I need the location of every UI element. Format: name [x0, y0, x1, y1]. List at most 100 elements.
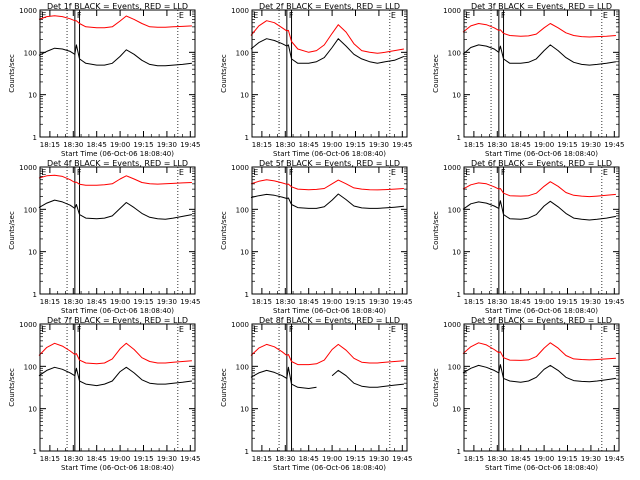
events-series-line [250, 38, 405, 64]
y-tick-label: 10 [452, 249, 461, 257]
lld-series-line [38, 342, 192, 365]
x-tick-label: 19:45 [604, 141, 624, 149]
x-tick-label: 19:45 [392, 455, 412, 463]
x-tick-label: 18:45 [299, 298, 319, 306]
chart-panel-7: Det 7f BLACK = Events, RED = LLD Counts/s… [8, 316, 200, 472]
period-marker-label: F [289, 11, 294, 20]
chart-title: Det 2f BLACK = Events, RED = LLD [259, 2, 400, 11]
flare-interval-box [74, 323, 81, 452]
x-axis-label: Start Time (06-Oct-06 18:08:40) [61, 464, 174, 472]
x-tick-label: 18:30 [487, 141, 507, 149]
y-axis-label: Counts/sec [8, 211, 16, 250]
events-series-line [250, 193, 404, 209]
x-tick-label: 18:30 [487, 298, 507, 306]
chart-panel-4: Det 4f BLACK = Events, RED = LLD Counts/s… [8, 159, 200, 315]
y-tick-label: 1000 [443, 7, 461, 15]
lld-series-line [38, 174, 192, 186]
x-tick-label: 19:30 [581, 455, 601, 463]
x-tick-label: 19:45 [180, 141, 200, 149]
y-axis-label: Counts/sec [8, 54, 16, 93]
x-tick-label: 18:45 [87, 455, 107, 463]
chart-title: Det 5f BLACK = Events, RED = LLD [259, 159, 400, 168]
chart-panel-3: Det 3f BLACK = Events, RED = LLD Counts/s… [432, 2, 624, 158]
period-marker-label: E [179, 11, 184, 20]
x-tick-label: 19:15 [133, 455, 153, 463]
x-tick-label: 18:15 [464, 455, 484, 463]
x-tick-label: 19:00 [110, 455, 130, 463]
x-tick-label: 18:30 [487, 455, 507, 463]
period-marker-label: E [391, 11, 396, 20]
y-axis-label: Counts/sec [8, 368, 16, 407]
y-tick-label: 1 [457, 134, 461, 142]
x-tick-label: 18:15 [252, 455, 272, 463]
y-tick-label: 100 [24, 206, 37, 214]
y-tick-label: 1000 [19, 7, 37, 15]
y-tick-label: 1000 [231, 7, 249, 15]
period-marker-label: E [603, 325, 608, 334]
period-marker-label: E [41, 11, 46, 20]
plot-frame [463, 323, 620, 452]
plot-frame [39, 166, 196, 295]
x-tick-label: 19:45 [604, 298, 624, 306]
y-tick-label: 1000 [19, 164, 37, 172]
x-tick-label: 18:30 [63, 455, 83, 463]
x-axis-label: Start Time (06-Oct-06 18:08:40) [485, 464, 598, 472]
chart-panel-6: Det 6f BLACK = Events, RED = LLD Counts/s… [432, 159, 624, 315]
x-axis-label: Start Time (06-Oct-06 18:08:40) [273, 464, 386, 472]
period-marker-label: E [391, 325, 396, 334]
x-tick-label: 19:45 [604, 455, 624, 463]
plot-frame [463, 166, 620, 295]
x-tick-label: 19:00 [322, 298, 342, 306]
chart-panel-9: Det 9f BLACK = Events, RED = LLD Counts/s… [432, 316, 624, 472]
y-tick-label: 100 [236, 206, 249, 214]
x-tick-label: 18:45 [87, 298, 107, 306]
y-tick-label: 1 [245, 134, 249, 142]
x-tick-label: 18:45 [299, 141, 319, 149]
x-tick-label: 18:15 [464, 141, 484, 149]
y-tick-label: 1000 [19, 321, 37, 329]
y-axis-label: Counts/sec [220, 54, 228, 93]
x-tick-label: 18:45 [87, 141, 107, 149]
x-tick-label: 19:15 [557, 141, 577, 149]
events-series-line [38, 44, 192, 67]
y-axis-label: Counts/sec [432, 211, 440, 250]
lld-series-line [462, 342, 616, 361]
lld-series-line [462, 23, 616, 38]
y-tick-label: 1 [245, 448, 249, 456]
x-tick-label: 19:15 [557, 298, 577, 306]
period-marker-label: F [77, 11, 82, 20]
y-tick-label: 100 [448, 363, 461, 371]
y-tick-label: 100 [236, 49, 249, 57]
x-tick-label: 18:15 [40, 455, 60, 463]
x-tick-label: 18:15 [252, 298, 272, 306]
events-series-line [462, 364, 616, 383]
x-tick-label: 19:30 [369, 455, 389, 463]
x-tick-label: 18:15 [40, 298, 60, 306]
x-tick-label: 19:00 [110, 141, 130, 149]
period-marker-label: E [253, 325, 258, 334]
x-tick-label: 18:45 [511, 455, 531, 463]
period-marker-label: E [253, 11, 258, 20]
period-marker-label: F [77, 325, 82, 334]
period-marker-label: E [253, 168, 258, 177]
x-tick-label: 19:45 [392, 141, 412, 149]
period-marker-label: F [501, 325, 506, 334]
period-marker-label: F [289, 325, 294, 334]
period-marker-label: E [465, 325, 470, 334]
chart-panel-8: Det 8f BLACK = Events, RED = LLD Counts/s… [220, 316, 412, 472]
flare-interval-box [286, 323, 293, 452]
x-tick-label: 19:00 [322, 141, 342, 149]
x-axis-label: Start Time (06-Oct-06 18:08:40) [485, 150, 598, 158]
x-tick-label: 19:15 [345, 455, 365, 463]
chart-title: Det 8f BLACK = Events, RED = LLD [259, 316, 400, 325]
lld-series-line [38, 15, 192, 29]
chart-title: Det 7f BLACK = Events, RED = LLD [47, 316, 188, 325]
chart-title: Det 1f BLACK = Events, RED = LLD [47, 2, 188, 11]
events-series-line [38, 199, 192, 220]
y-tick-label: 1000 [443, 164, 461, 172]
x-axis-label: Start Time (06-Oct-06 18:08:40) [61, 307, 174, 315]
plot-frame [39, 323, 196, 452]
x-tick-label: 19:45 [392, 298, 412, 306]
x-axis-label: Start Time (06-Oct-06 18:08:40) [273, 150, 386, 158]
period-marker-label: E [603, 168, 608, 177]
